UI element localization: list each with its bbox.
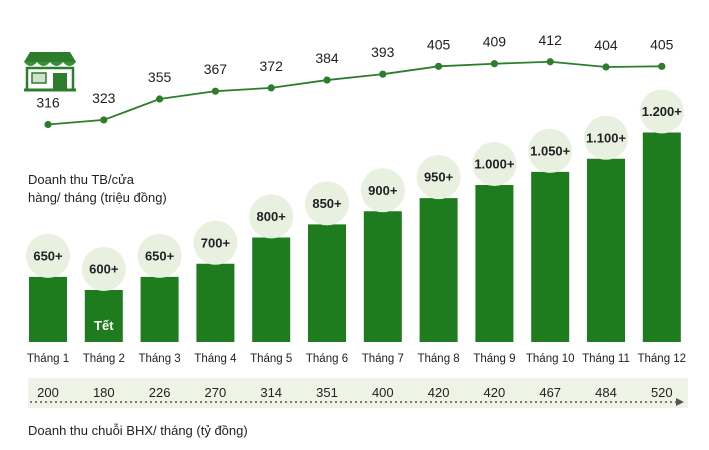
revenue-value-11: 484 (595, 385, 617, 400)
line-point-3 (156, 95, 164, 103)
line-point-2 (100, 116, 108, 124)
line-label-9: 409 (483, 34, 507, 50)
category-label-3: Tháng 3 (138, 353, 180, 365)
bar-label-circle-1 (26, 233, 70, 278)
line-label-2: hàng/ tháng (triệu đồng) (28, 190, 167, 205)
store-icon (24, 52, 76, 92)
bar-label-3: 650+ (145, 248, 175, 263)
bar-label-8: 950+ (424, 170, 454, 185)
line-point-11 (602, 63, 610, 71)
bar-label-7: 900+ (368, 183, 398, 198)
bar-label-circle-11 (584, 115, 628, 160)
revenue-value-6: 351 (316, 385, 338, 400)
line-point-6 (323, 76, 331, 84)
line-point-5 (267, 84, 275, 92)
line-layer: 316 323 355 367 372 384 393 405 409 412 404 405 (36, 32, 674, 129)
revenue-row-arrow-head (676, 398, 684, 406)
category-label-8: Tháng 8 (417, 353, 459, 365)
revenue-value-9: 420 (484, 385, 506, 400)
category-label-2: Tháng 2 (83, 353, 125, 365)
bar-6 (308, 224, 346, 342)
bar-10 (531, 171, 570, 342)
revenue-row: 200 180 226 270 314 351 400 420 420 467 484 520 (28, 378, 688, 408)
bar-9 (475, 185, 514, 342)
bar-1 (29, 276, 67, 342)
bar-label-circle-2 (81, 247, 126, 291)
revenue-value-8: 420 (428, 385, 450, 400)
bar-label-1: 650+ (33, 248, 63, 263)
line-label-11: 404 (594, 37, 618, 53)
line-path (47, 60, 662, 126)
revenue-value-7: 400 (372, 385, 394, 400)
line-point-7 (379, 70, 387, 78)
revenue-value-10: 467 (539, 385, 561, 400)
bar-12 (642, 132, 681, 342)
line-point-8 (435, 62, 443, 70)
bar-label-10: 1.050+ (530, 143, 571, 158)
line-label-7: 393 (371, 44, 395, 60)
category-label-11: Tháng 11 (582, 353, 630, 365)
bar-label-5: 800+ (257, 209, 287, 224)
bar-label-2: 600+ (89, 262, 119, 277)
category-labels: Tháng 1 Tháng 2 Tháng 3 Tháng 4 Tháng 5 Tháng… (27, 353, 686, 365)
bar-label-circle-10 (528, 128, 573, 173)
line-label-5: 372 (260, 58, 284, 74)
line-label-6: 384 (315, 50, 339, 66)
revenue-value-2: 180 (93, 385, 115, 400)
line-label-12: 405 (650, 36, 674, 52)
revenue-value-1: 200 (37, 385, 59, 400)
bar-annotation: Tết (94, 318, 114, 333)
revenue-row-label: Doanh thu chuỗi BHX/ tháng (tỷ đồng) (28, 423, 248, 438)
bar-label-12: 1.200+ (642, 104, 683, 119)
line-label-8: 405 (427, 36, 451, 52)
line-point-4 (211, 87, 219, 95)
line-point-9 (490, 60, 498, 68)
revenue-value-3: 226 (149, 385, 171, 400)
bar-11 (587, 158, 625, 342)
revenue-value-5: 314 (260, 385, 282, 400)
bar-label-circle-9 (472, 142, 517, 186)
bar-label-6: 850+ (312, 196, 342, 211)
bar-label-circle-3 (137, 233, 182, 278)
bar-label-circle-7 (360, 168, 405, 213)
line-point-10 (546, 58, 554, 66)
category-label-1: Tháng 1 (27, 353, 69, 365)
bar-label-circle-8 (416, 155, 461, 200)
category-label-5: Tháng 5 (250, 353, 292, 365)
bar-2 (84, 290, 123, 342)
line-point-1 (44, 120, 52, 129)
line-label-1: Doanh thu TB/cửa (28, 172, 135, 187)
bar-label-circle-5 (249, 194, 294, 239)
category-label-9: Tháng 9 (473, 353, 515, 365)
bar-3 (140, 276, 179, 342)
bar-label-11: 1.100+ (586, 130, 627, 145)
line-point-12 (658, 62, 666, 70)
line-label-1: 316 (36, 95, 60, 111)
bar-label-circle-4 (193, 220, 238, 265)
bar-label-9: 1.000+ (474, 157, 515, 172)
revenue-row-band (28, 378, 688, 408)
revenue-value-4: 270 (205, 385, 227, 400)
category-label-12: Tháng 12 (637, 353, 686, 365)
category-label-4: Tháng 4 (194, 353, 237, 365)
line-label-2: 323 (92, 90, 116, 106)
line-label-4: 367 (204, 61, 228, 77)
bar-5 (252, 237, 291, 342)
category-label-10: Tháng 10 (526, 353, 575, 365)
category-label-7: Tháng 7 (362, 353, 404, 365)
bar-4 (196, 263, 235, 342)
bar-label-circle-6 (305, 181, 349, 226)
line-label-10: 412 (539, 32, 563, 48)
bar-label-4: 700+ (201, 235, 231, 250)
category-label-6: Tháng 6 (306, 353, 348, 365)
revenue-value-12: 520 (651, 385, 673, 400)
bars-layer: 650+ 600+ 650+ 700+ 800+ 850+ 900+ 950+ 1.000+ 1.… (26, 89, 684, 342)
bar-8 (419, 198, 458, 342)
bar-label-circle-12 (639, 89, 684, 134)
line-label-3: 355 (148, 69, 172, 85)
bar-7 (363, 211, 402, 342)
